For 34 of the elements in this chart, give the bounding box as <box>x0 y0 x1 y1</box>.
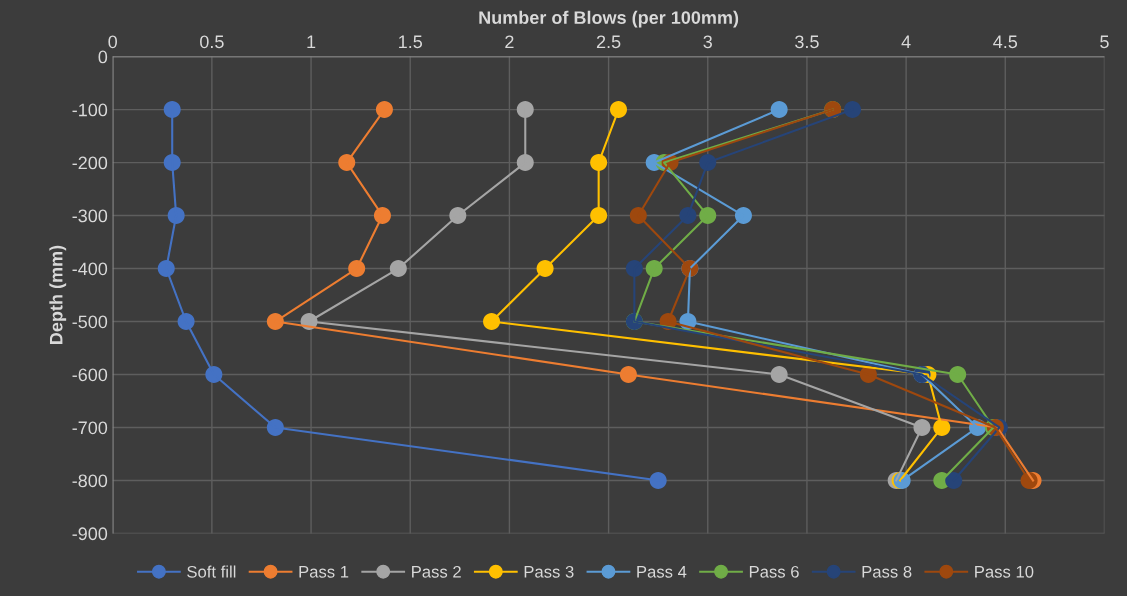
y-tick-label: -700 <box>72 421 108 435</box>
y-tick-label: -800 <box>72 474 108 488</box>
x-axis-title: Number of Blows (per 100mm) <box>479 10 739 28</box>
legend-label: Pass 10 <box>975 565 1034 578</box>
legend-label: Pass 6 <box>749 565 799 578</box>
y-tick-label: 0 <box>98 50 108 64</box>
y-tick-label: -200 <box>72 156 108 170</box>
x-tick-label: 0 <box>108 35 118 49</box>
point <box>163 101 181 119</box>
y-axis-title: Depth (mm) <box>49 245 67 344</box>
legend-label: Pass 4 <box>637 566 687 578</box>
x-tick-label: 1 <box>307 35 316 49</box>
x-tick-label: 3 <box>703 35 712 49</box>
y-tick-label: -600 <box>72 368 108 382</box>
legend-label: Pass 2 <box>412 565 461 578</box>
x-tick-label: 0.5 <box>200 35 224 49</box>
y-tick-label: -400 <box>72 262 108 276</box>
y-tick-label: -100 <box>72 103 108 117</box>
legend-label: Pass 3 <box>524 565 574 578</box>
legend-label: Soft fill <box>187 565 236 578</box>
x-tick-label: 2 <box>505 35 514 49</box>
x-tick-label: 5 <box>1100 35 1109 49</box>
point <box>516 101 534 119</box>
y-tick-label: -900 <box>72 527 108 541</box>
legend-label: Pass 8 <box>862 565 912 578</box>
point <box>375 101 393 119</box>
x-tick-label: 4 <box>901 35 911 49</box>
y-tick-label: -300 <box>72 209 108 223</box>
x-tick-label: 3.5 <box>795 35 819 49</box>
x-tick-label: 4.5 <box>993 35 1018 49</box>
x-tick-label: 2.5 <box>596 35 621 49</box>
legend-label: Pass 1 <box>299 566 349 578</box>
y-tick-label: -500 <box>72 315 108 329</box>
x-tick-label: 1.5 <box>399 35 423 49</box>
